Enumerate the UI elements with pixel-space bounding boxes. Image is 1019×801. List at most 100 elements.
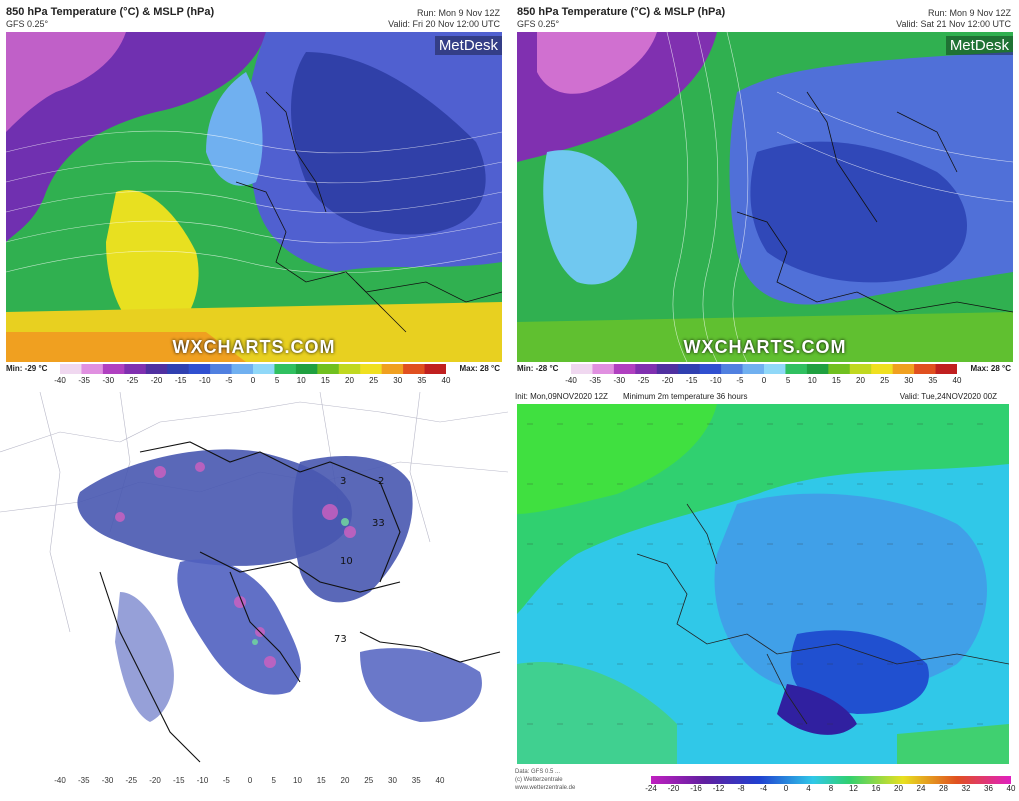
tick-label: -20: [150, 376, 163, 385]
tick-label: -25: [637, 376, 650, 385]
tick-label: 5: [785, 376, 791, 385]
valid-label: Valid: Fri 20 Nov 12:00 UTC: [388, 19, 500, 29]
colorbar-swatch: [656, 364, 679, 374]
tick-label: -35: [78, 376, 90, 385]
tick-label: 20: [345, 376, 354, 385]
tick-label: -4: [759, 784, 768, 793]
tick-label: -5: [225, 376, 233, 385]
map-label: 3: [340, 476, 346, 487]
tick-label: -5: [222, 776, 230, 785]
map-label: 73: [334, 634, 347, 645]
field-label: Minimum 2m temperature 36 hours: [623, 392, 748, 401]
colorbar-swatch: [188, 364, 211, 374]
map-label: 10: [340, 556, 353, 567]
tick-label: 40: [1006, 784, 1016, 793]
footer-line: www.wetterzentrale.de: [515, 785, 576, 791]
tick-label: 10: [296, 376, 306, 385]
tick-label: 5: [274, 376, 280, 385]
colorbar-swatch: [210, 364, 233, 374]
tick-label: -10: [196, 776, 209, 785]
colorbar-ticks: -24 -20 -16 -12 -8 -4 0 4 8 12 16 20 24 28 32 36 40: [645, 784, 1015, 794]
tick-label: 10: [293, 776, 302, 785]
tick-label: -20: [661, 376, 674, 385]
snow-depth-map: 3 2 33 10 73: [0, 392, 508, 776]
colorbar-swatch: [338, 364, 361, 374]
tick-label: -35: [589, 376, 601, 385]
tick-label: 15: [316, 776, 326, 785]
colorbar-swatch: [381, 364, 404, 374]
panel-min-2m-temperature: Init: Mon,09NOV2020 12Z Minimum 2m tempe…: [511, 392, 1019, 801]
metdesk-logo: MetDesk: [945, 36, 1013, 55]
metdesk-logo: MetDesk: [434, 36, 502, 55]
tick-label: 25: [369, 376, 379, 385]
tick-label: 40: [435, 776, 445, 785]
min-value: Min: -28 °C: [517, 364, 559, 373]
colorbar-swatch: [742, 364, 765, 374]
colorbar-swatch: [317, 364, 340, 374]
colorbar-swatch: [60, 364, 82, 374]
tick-label: 40: [441, 376, 451, 385]
tick-label: -35: [77, 776, 90, 785]
model-label: GFS 0.25°: [517, 19, 560, 29]
colorbar-legend: Min: -29 °C Max: 28 °C -40 -35 -30 -25 -20 -1…: [0, 362, 508, 392]
tick-label: 35: [411, 776, 421, 785]
valid-label: Valid: Tue,24NOV2020 00Z: [899, 392, 997, 401]
tick-label: -30: [101, 776, 114, 785]
tick-label: 25: [364, 776, 374, 785]
tick-label: 0: [761, 376, 767, 385]
panel-header: Init: Mon,09NOV2020 12Z Minimum 2m tempe…: [511, 392, 1019, 404]
model-label: GFS 0.25°: [6, 19, 49, 29]
tick-label: 35: [928, 376, 938, 385]
panel-850hpa-fri: 850 hPa Temperature (°C) & MSLP (hPa) GF…: [0, 0, 508, 392]
colorbar-swatch: [635, 364, 658, 374]
tick-label: 20: [856, 376, 865, 385]
colorbar-swatch: [849, 364, 872, 374]
colorbar-swatch: [892, 364, 915, 374]
colorbar-swatch: [871, 364, 894, 374]
tick-label: -25: [126, 376, 139, 385]
colorbar-swatch: [124, 364, 147, 374]
colorbar-swatch: [785, 364, 808, 374]
colorbar-swatch: [167, 364, 190, 374]
colorbar-swatch: [806, 364, 829, 374]
tick-label: 20: [894, 784, 903, 793]
colorbar-swatch: [424, 364, 446, 374]
colorbar-swatch: [571, 364, 593, 374]
tick-label: 28: [939, 784, 948, 793]
tick-label: -25: [125, 776, 138, 785]
tick-label: 0: [250, 376, 256, 385]
run-label: Run: Mon 9 Nov 12Z: [416, 8, 500, 18]
tick-label: 24: [916, 784, 926, 793]
map-label: 2: [378, 476, 384, 487]
tick-label: 30: [904, 376, 914, 385]
tick-label: -20: [667, 784, 680, 793]
colorbar-swatch: [935, 364, 957, 374]
temperature-map: [517, 32, 1013, 362]
max-value: Max: 28 °C: [459, 364, 500, 373]
colorbar-swatch: [274, 364, 297, 374]
watermark: WXCHARTS.COM: [172, 337, 336, 357]
colorbar-swatch: [360, 364, 383, 374]
colorbar-swatch: [764, 364, 786, 374]
colorbar-swatch: [253, 364, 275, 374]
colorbar-swatch: [145, 364, 168, 374]
chart-title: 850 hPa Temperature (°C) & MSLP (hPa): [6, 6, 215, 18]
panel-850hpa-sat: 850 hPa Temperature (°C) & MSLP (hPa) GF…: [511, 0, 1019, 392]
tick-label: -20: [149, 776, 161, 785]
map-label: 33: [372, 518, 385, 529]
chart-title: 850 hPa Temperature (°C) & MSLP (hPa): [517, 6, 726, 18]
tick-label: -30: [102, 376, 115, 385]
panel-header: 850 hPa Temperature (°C) & MSLP (hPa) GF…: [511, 0, 1019, 32]
colorbar-swatch: [678, 364, 701, 374]
colorbar-swatch: [914, 364, 937, 374]
tick-label: 12: [849, 784, 858, 793]
tick-label: 15: [320, 376, 330, 385]
colorbar-swatch: [592, 364, 615, 374]
tick-label: 32: [961, 784, 971, 793]
min-temperature-map: [517, 404, 1009, 764]
tick-label: 40: [952, 376, 962, 385]
tick-label: -40: [54, 776, 66, 785]
valid-label: Valid: Sat 21 Nov 12:00 UTC: [896, 19, 1011, 29]
tick-label: -15: [174, 376, 187, 385]
tick-label: -30: [613, 376, 626, 385]
